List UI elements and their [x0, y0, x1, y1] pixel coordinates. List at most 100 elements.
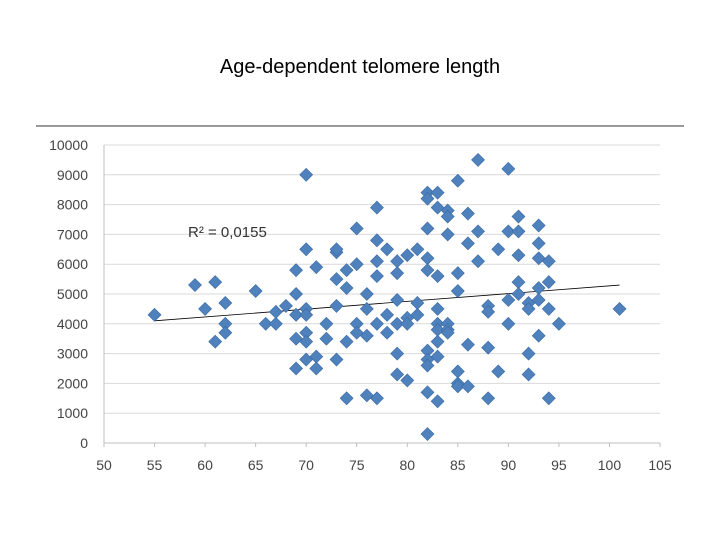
data-point [359, 301, 374, 316]
data-point [511, 209, 526, 224]
data-point [541, 391, 556, 406]
data-point [359, 388, 374, 403]
data-point [390, 254, 405, 269]
y-tick-label: 7000 [57, 226, 88, 242]
data-point [531, 281, 546, 295]
x-tick-label: 65 [248, 457, 264, 473]
data-point [218, 325, 233, 340]
data-point [430, 349, 445, 364]
data-point [511, 224, 526, 239]
data-point [380, 307, 394, 322]
data-point [329, 298, 344, 313]
data-point [420, 358, 435, 373]
data-point [309, 349, 324, 364]
data-point [461, 337, 475, 352]
x-tick-label: 105 [648, 457, 672, 473]
data-point [208, 334, 223, 349]
x-tick-label: 60 [197, 457, 213, 473]
data-point [370, 316, 384, 331]
data-point [481, 391, 496, 406]
page-title: Age-dependent telomere length [219, 56, 501, 78]
x-tick-label: 55 [147, 457, 163, 473]
data-point [268, 304, 283, 319]
data-point [339, 263, 354, 278]
data-point [440, 325, 455, 340]
data-point [501, 316, 516, 331]
data-point [612, 301, 627, 316]
data-point [299, 242, 314, 257]
data-point [400, 316, 415, 331]
data-point [491, 364, 506, 379]
data-point [481, 340, 496, 355]
y-tick-label: 6000 [57, 256, 88, 272]
y-tick-label: 1000 [57, 405, 88, 421]
data-point [289, 331, 303, 346]
data-point [208, 275, 223, 290]
gridlines [104, 144, 660, 414]
data-point [329, 242, 344, 257]
data-point [329, 272, 344, 287]
data-point [370, 200, 384, 215]
data-point [501, 161, 516, 176]
data-point [147, 307, 162, 322]
y-tick-labels: 0 1000 2000 3000 4000 5000 6000 7000 8000 9000 100… [49, 137, 88, 451]
data-point [289, 307, 303, 322]
data-point [531, 251, 546, 266]
data-point [531, 236, 546, 251]
data-point [511, 275, 526, 290]
data-point [430, 334, 445, 349]
data-point [370, 269, 384, 284]
x-tick-label: 95 [551, 457, 567, 473]
data-point [471, 152, 485, 167]
data-point [531, 293, 546, 307]
data-point [319, 331, 334, 346]
data-point [521, 301, 536, 316]
data-point [481, 304, 496, 319]
data-point [430, 200, 445, 215]
data-point [359, 287, 374, 301]
data-point [461, 236, 475, 251]
data-point [400, 248, 415, 263]
data-point [349, 257, 364, 272]
data-point [248, 284, 263, 298]
data-point [349, 325, 364, 340]
data-point [258, 316, 273, 331]
data-point [319, 316, 334, 331]
data-points [147, 152, 627, 441]
data-point [531, 328, 546, 343]
data-point [410, 242, 425, 257]
data-point [198, 301, 213, 316]
data-point [430, 394, 445, 409]
data-point [339, 391, 354, 406]
data-point [420, 427, 435, 441]
data-point [380, 242, 394, 257]
data-point [420, 251, 435, 266]
x-tick-label: 100 [598, 457, 622, 473]
data-point [521, 367, 536, 382]
data-point [359, 328, 374, 343]
data-point [370, 233, 384, 248]
r-squared-annotation: R² = 0,0155 [188, 224, 267, 241]
data-point [289, 361, 303, 376]
data-point [390, 367, 405, 382]
data-point [420, 263, 435, 278]
data-point [450, 173, 465, 188]
y-tick-label: 9000 [57, 167, 88, 183]
data-point [420, 221, 435, 236]
data-point [329, 352, 344, 367]
data-point [420, 385, 435, 400]
data-point [309, 260, 324, 275]
data-point [370, 254, 384, 269]
y-tick-label: 4000 [57, 316, 88, 332]
data-point [299, 167, 314, 182]
title-divider [36, 125, 684, 127]
y-tick-label: 5000 [57, 286, 88, 302]
data-point [339, 334, 354, 349]
data-point [430, 185, 445, 200]
data-point [471, 254, 485, 269]
y-tick-label: 2000 [57, 375, 88, 391]
data-point [410, 307, 425, 322]
data-point [440, 227, 455, 242]
data-point [390, 293, 405, 307]
